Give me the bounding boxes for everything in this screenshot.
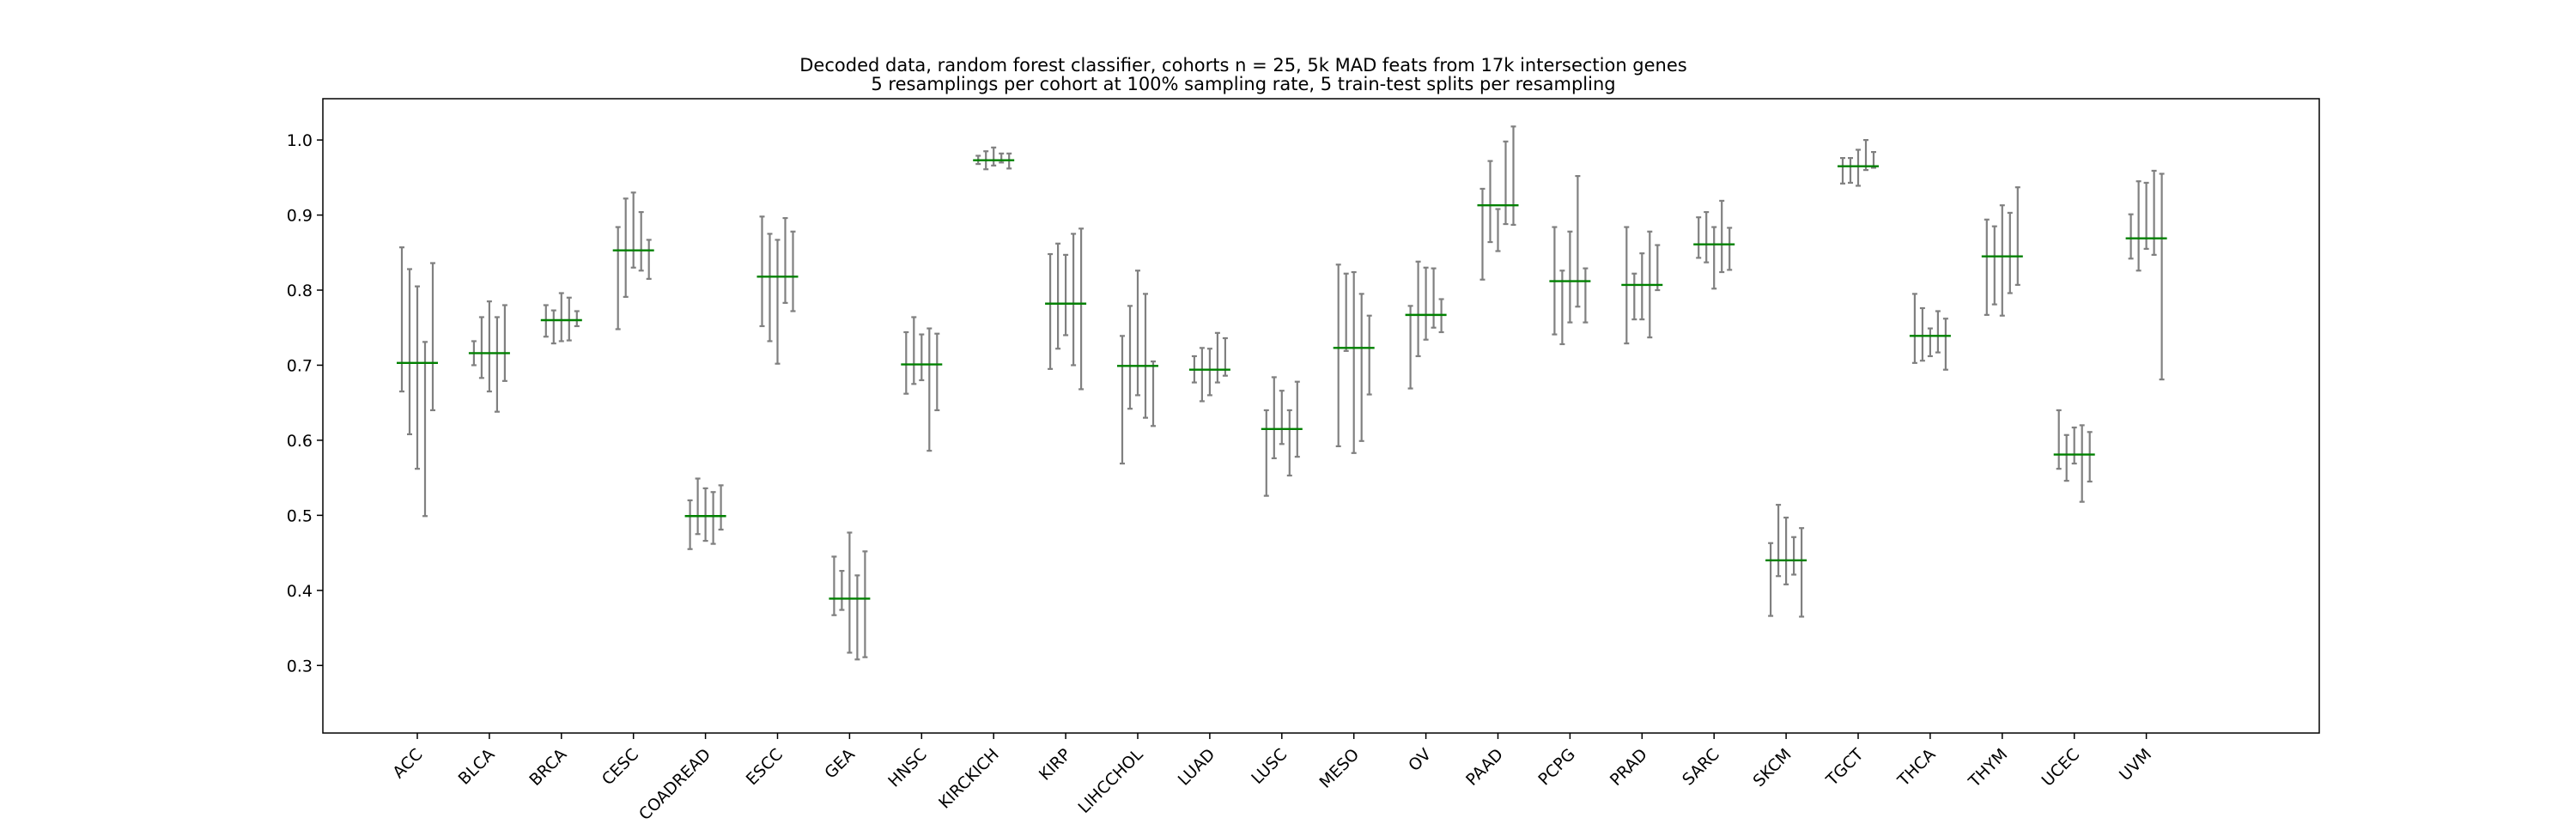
cohort-group	[1405, 260, 1447, 390]
chart-title-line-1: Decoded data, random forest classifier, …	[799, 55, 1686, 76]
cohort-group	[973, 146, 1015, 171]
x-tick-label: LUSC	[1248, 745, 1291, 788]
cohort-group	[1549, 174, 1591, 346]
cohort-group	[901, 316, 943, 452]
x-tick-label: UVM	[2116, 745, 2155, 785]
cohort-group	[684, 477, 726, 550]
x-tick-label: THYM	[1965, 745, 2011, 791]
chart-title-line-2: 5 resamplings per cohort at 100% samplin…	[871, 74, 1615, 94]
cohort-group	[540, 292, 582, 345]
x-tick-label: SKCM	[1750, 745, 1795, 791]
cohort-group	[1333, 264, 1375, 454]
cohort-group	[1188, 331, 1230, 403]
chart-title: Decoded data, random forest classifier, …	[799, 55, 1686, 94]
x-tick-label: LUAD	[1175, 745, 1219, 790]
x-tick-label: GEA	[821, 745, 859, 783]
data-marks	[397, 125, 2167, 661]
cohort-group	[756, 215, 799, 365]
cohort-group	[1981, 186, 2023, 317]
x-tick-label: CESC	[598, 745, 642, 789]
plot-area-frame	[322, 98, 2320, 734]
x-tick-label: KIRCKICH	[935, 745, 1003, 813]
y-tick-label: 1.0	[287, 131, 313, 150]
x-tick-label: UCEC	[2038, 745, 2084, 791]
cohort-group	[612, 191, 654, 330]
cohort-group	[1045, 227, 1087, 391]
x-tick-label: COADREAD	[635, 745, 714, 824]
x-tick-label: PCPG	[1534, 745, 1579, 790]
cohort-group	[468, 300, 510, 413]
cohort-group	[1838, 139, 1879, 187]
x-tick-label: TGCT	[1822, 745, 1868, 791]
cohort-group	[2053, 409, 2095, 503]
x-tick-label: KIRP	[1036, 745, 1075, 785]
cohort-group	[1765, 504, 1807, 618]
x-tick-label: LIHCCHOL	[1075, 745, 1147, 817]
x-tick-label: BLCA	[455, 745, 499, 789]
x-tick-label: PRAD	[1607, 745, 1651, 790]
x-tick-label: MESO	[1315, 745, 1363, 792]
y-tick-label: 0.8	[287, 282, 313, 300]
x-tick-label: ESCC	[743, 745, 787, 789]
y-tick-label: 0.4	[287, 582, 313, 601]
y-tick-label: 0.7	[287, 356, 313, 375]
cohort-group	[1117, 270, 1158, 465]
x-tick-label: BRCA	[526, 745, 570, 790]
cohort-group	[2125, 169, 2167, 381]
y-tick-label: 0.3	[287, 657, 313, 676]
x-tick-label: SARC	[1679, 745, 1723, 790]
cohort-group	[1693, 199, 1735, 290]
x-tick-label: THCA	[1893, 745, 1939, 791]
cohort-group	[1477, 125, 1519, 281]
cohort-group	[397, 246, 438, 518]
y-axis: 0.3 0.4 0.5 0.6 0.7 0.8 0.9 1.0	[287, 131, 323, 676]
x-tick-label: OV	[1405, 745, 1435, 775]
cohort-group	[1621, 226, 1663, 345]
x-tick-label: ACC	[389, 745, 426, 782]
y-tick-label: 0.9	[287, 207, 313, 226]
y-tick-label: 0.5	[287, 506, 313, 525]
cohort-group	[829, 531, 871, 661]
cohort-group	[1909, 293, 1951, 371]
cohort-group	[1261, 376, 1303, 497]
x-tick-label: HNSC	[884, 745, 931, 791]
x-tick-label: PAAD	[1462, 745, 1507, 790]
y-tick-label: 0.6	[287, 432, 313, 451]
